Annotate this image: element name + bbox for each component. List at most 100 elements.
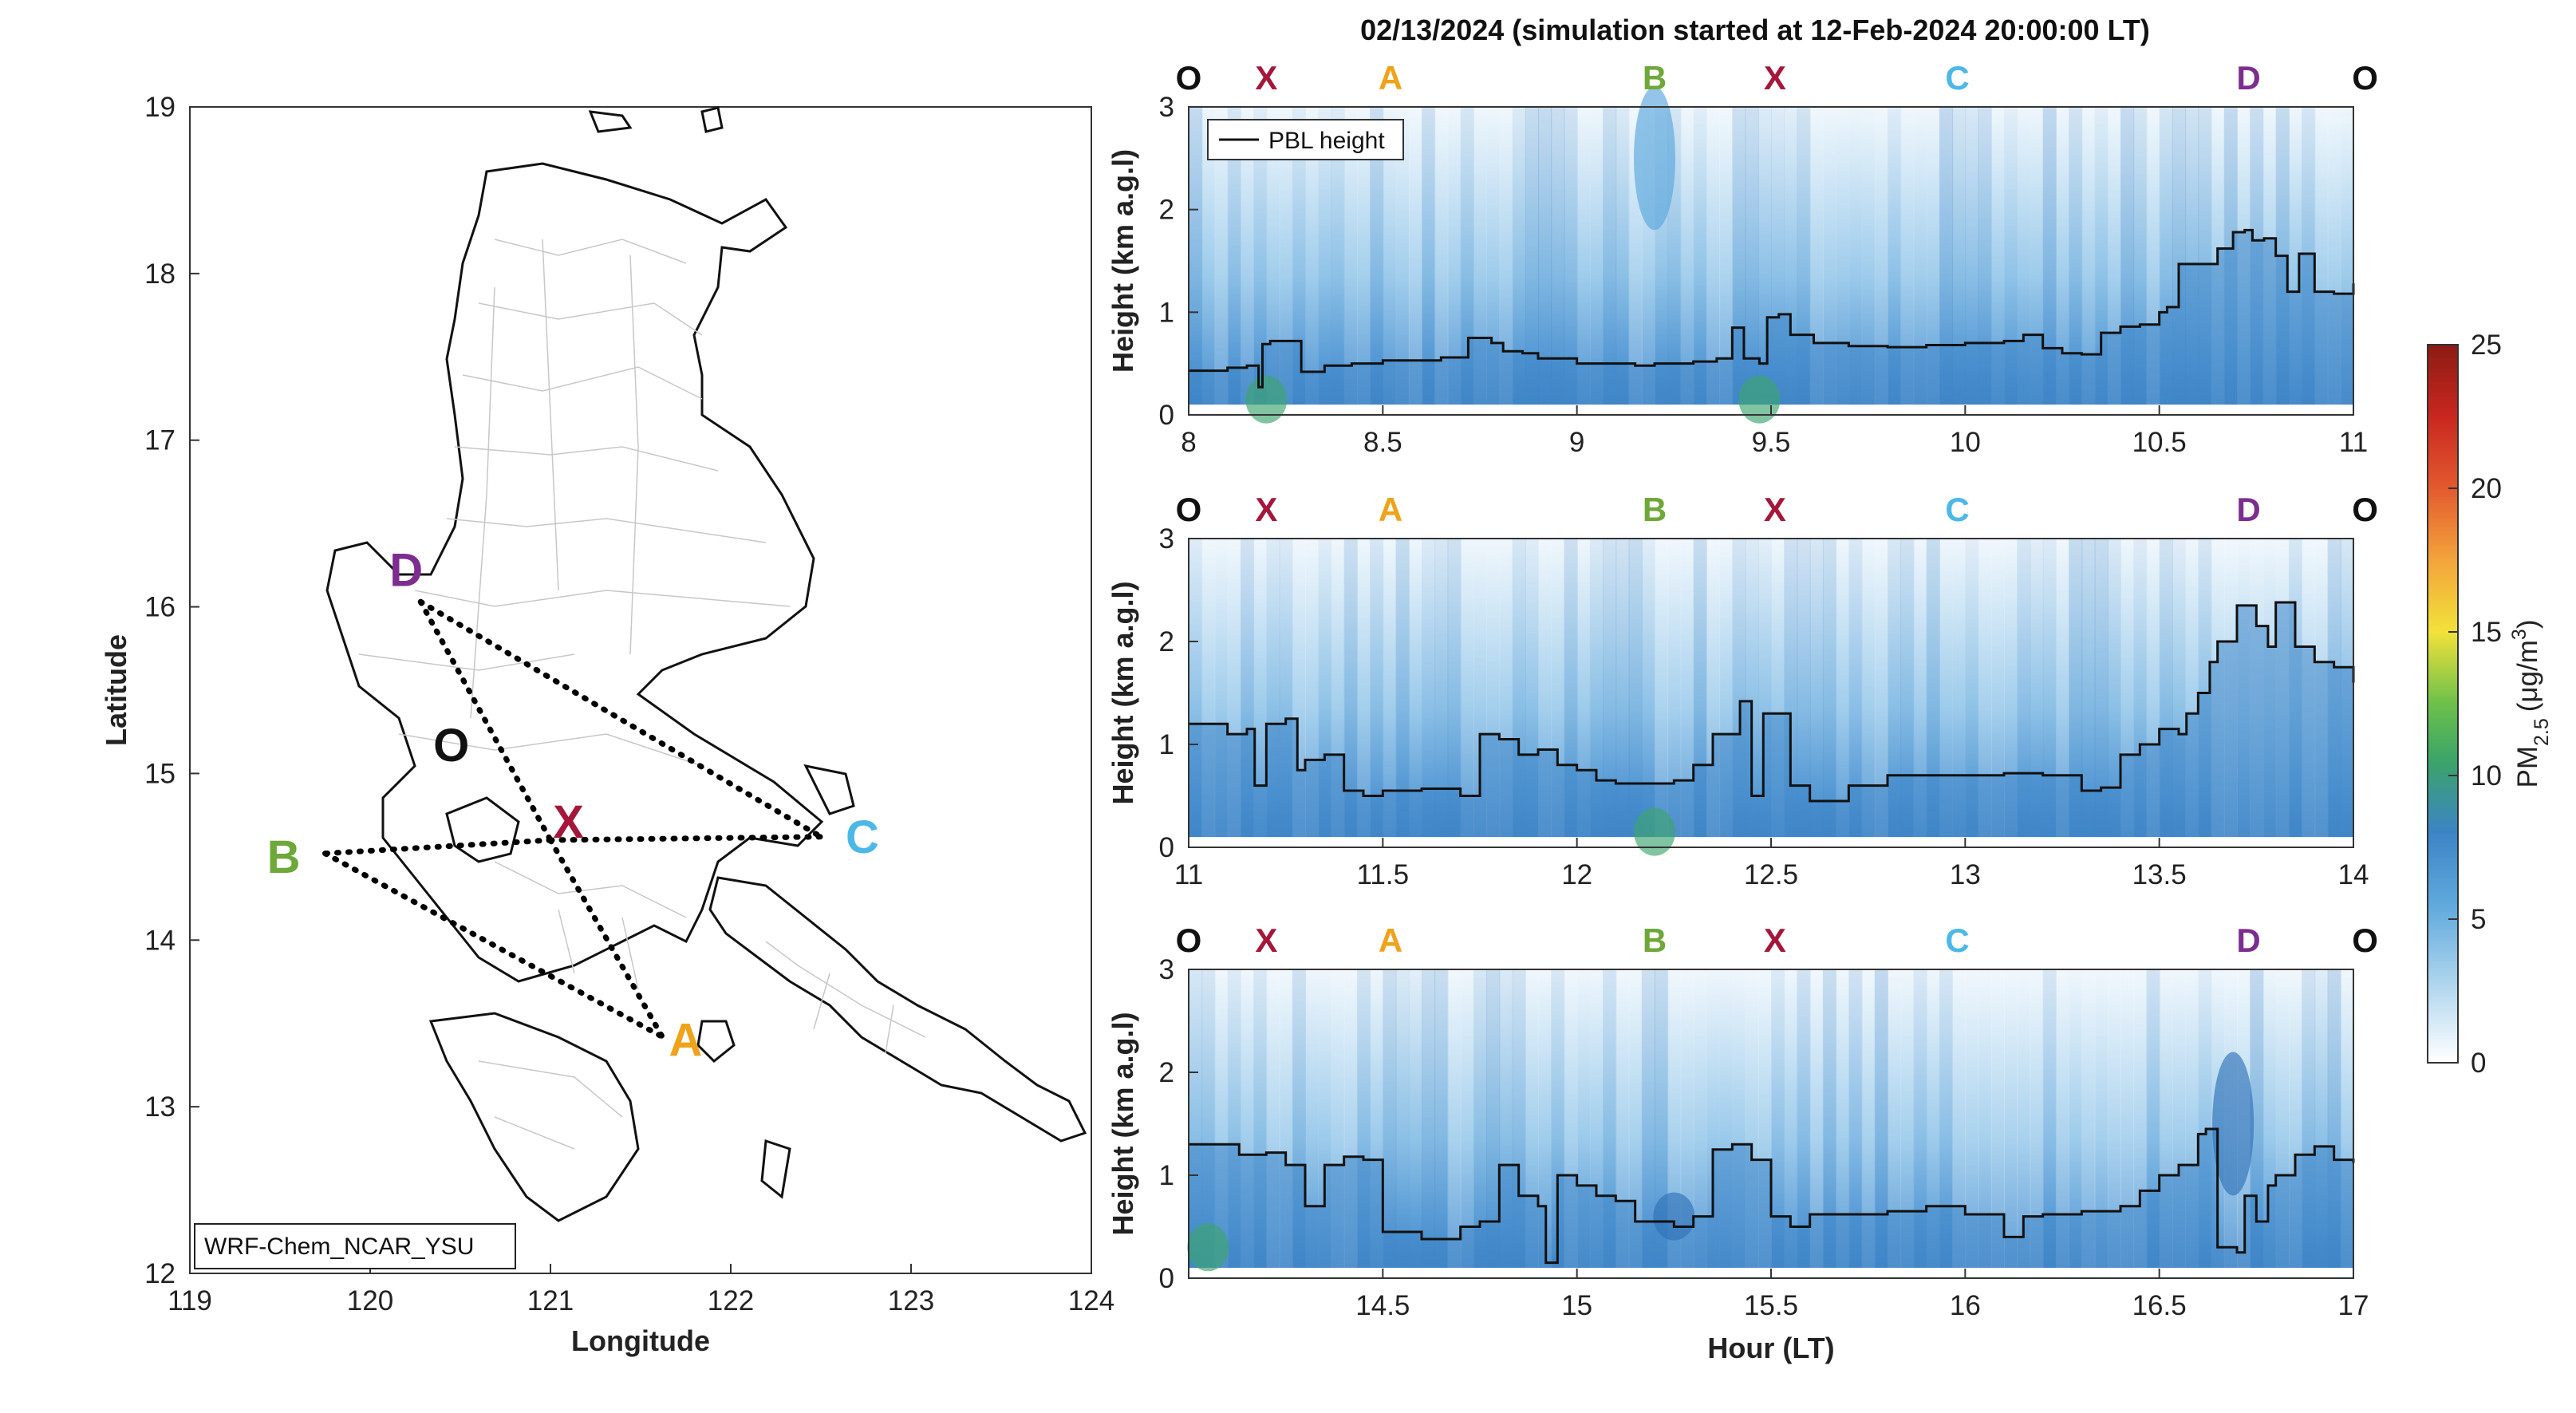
curtain-stripe xyxy=(1589,107,1604,415)
curtain-stripe xyxy=(1343,107,1358,415)
waypoint-label-D: D xyxy=(2236,59,2260,97)
curtain-ytick-label: 1 xyxy=(1159,1160,1174,1191)
curtain-stripe xyxy=(1693,969,1707,1278)
curtain-stripe xyxy=(1615,107,1630,415)
curtain-stripe xyxy=(1952,969,1967,1278)
waypoint-label-O: O xyxy=(1176,59,1202,97)
map-ytick-label: 13 xyxy=(144,1091,176,1123)
curtain-stripe xyxy=(1279,107,1293,415)
curtain-stripe xyxy=(2004,107,2018,415)
curtain-stripe xyxy=(1900,107,1915,415)
curtain-stripe xyxy=(1408,969,1422,1278)
curtain-stripe xyxy=(1926,107,1940,415)
waypoint-label-A: A xyxy=(1379,491,1402,528)
map-waypoint-A: A xyxy=(669,1015,703,1067)
curtain-stripe xyxy=(1990,539,2005,847)
curtain-stripe xyxy=(1667,539,1682,847)
map-xtick-label: 121 xyxy=(527,1285,574,1316)
curtain-stripe xyxy=(1952,107,1967,415)
curtain-stripe xyxy=(1499,107,1513,415)
waypoint-label-A: A xyxy=(1379,922,1402,959)
flight-leg-B-A xyxy=(322,851,665,1040)
curtain-ytick-label: 2 xyxy=(1159,195,1174,226)
map-ytick-label: 17 xyxy=(144,425,176,456)
curtain-stripe xyxy=(1383,969,1397,1278)
curtain-stripe xyxy=(1978,539,1992,847)
curtain-stripe xyxy=(1356,539,1371,847)
pm25-hotspot xyxy=(1187,1223,1229,1272)
curtain-stripe xyxy=(1460,539,1474,847)
curtain-stripe xyxy=(1564,107,1578,415)
curtain-stripe xyxy=(1809,969,1824,1278)
colorbar-label-units: (μg/m xyxy=(2512,640,2543,712)
pbl-height-line xyxy=(1189,228,2355,389)
curtain-stripe xyxy=(1395,969,1410,1278)
curtain-stripe xyxy=(1693,107,1707,415)
curtain-stripe xyxy=(2042,107,2057,415)
flight-leg-D-X xyxy=(417,598,554,843)
curtain-stripe xyxy=(1538,107,1552,415)
curtain-stripe xyxy=(1240,107,1255,415)
curtain-ytick-label: 0 xyxy=(1159,400,1174,431)
curtain-ytick-label: 0 xyxy=(1159,1263,1174,1294)
curtain-stripe xyxy=(1408,107,1422,415)
curtain-stripe xyxy=(2069,969,2083,1278)
curtain-ytick-label: 3 xyxy=(1159,954,1174,985)
curtain-stripe xyxy=(1861,969,1876,1278)
waypoint-label-C: C xyxy=(1945,491,1969,528)
waypoint-label-X: X xyxy=(1764,59,1786,97)
map-xtick-label: 123 xyxy=(888,1285,934,1316)
curtain-stripe xyxy=(1395,107,1410,415)
curtain-stripe xyxy=(1576,107,1591,415)
curtain-stripe xyxy=(1486,969,1501,1278)
curtain-stripe xyxy=(1913,969,1927,1278)
curtain-stripe xyxy=(1331,107,1345,415)
curtain-stripe xyxy=(1888,107,1902,415)
map-ytick-label: 16 xyxy=(144,592,176,623)
curtain-stripe xyxy=(2107,969,2121,1278)
curtain-stripe xyxy=(1434,107,1449,415)
curtain-stripe xyxy=(2107,539,2121,847)
curtain-stripe xyxy=(1926,969,1940,1278)
map-y-ticks: 12 13 14 15 16 17 18 19 xyxy=(144,92,199,1289)
flight-leg-X-B xyxy=(322,837,554,857)
curtain-stripe xyxy=(2030,969,2044,1278)
waypoint-label-O: O xyxy=(2352,491,2378,528)
colorbar-label-close: ) xyxy=(2512,620,2543,630)
map-xlabel: Longitude xyxy=(571,1324,710,1357)
pm25-hotspot xyxy=(2212,1052,2254,1196)
curtain-stripe xyxy=(1926,539,1940,847)
curtain-stripe xyxy=(1227,107,1241,415)
curtain-stripe xyxy=(2069,539,2083,847)
colorbar-tick-label: 15 xyxy=(2471,617,2502,648)
curtain-stripe xyxy=(1447,107,1462,415)
curtain-stripe xyxy=(1214,107,1229,415)
colorbar-ticks: 0 5 10 15 20 25 xyxy=(2448,330,2502,1079)
curtain-xtick-label: 16.5 xyxy=(2132,1290,2187,1321)
curtain-stripe xyxy=(2094,539,2109,847)
curtain-stripe xyxy=(1978,107,1992,415)
waypoint-label-D: D xyxy=(2236,491,2260,528)
curtain-xtick-label: 9.5 xyxy=(1752,427,1791,458)
curtain-panel-3: 14.5 15 15.5 16 16.5 17 0 1 2 3 Height (km a.g.l) H… xyxy=(1107,922,2378,1364)
legend-label: PBL height xyxy=(1268,128,1385,154)
curtain-stripe xyxy=(1253,539,1268,847)
curtain-stripe xyxy=(1822,107,1837,415)
waypoint-label-X: X xyxy=(1255,59,1277,97)
curtain-stripe xyxy=(1603,107,1617,415)
curtain-ytick-label: 1 xyxy=(1159,297,1174,328)
curtain-stripe xyxy=(1939,107,1954,415)
map-xtick-label: 122 xyxy=(708,1285,754,1316)
pbl-height-line xyxy=(1189,1127,2355,1265)
curtain-stripe xyxy=(1939,969,1954,1278)
map-x-ticks: 119 120 121 122 123 124 xyxy=(168,1264,1114,1316)
curtain-stripe xyxy=(1266,107,1280,415)
curtain-stripe xyxy=(1343,539,1358,847)
curtain-stripe xyxy=(1680,107,1694,415)
curtain-ytick-label: 2 xyxy=(1159,626,1174,657)
curtain-stripe xyxy=(1434,969,1449,1278)
curtain-stripe xyxy=(1990,969,2005,1278)
curtain-stripe xyxy=(2081,969,2096,1278)
curtain-stripe xyxy=(1447,969,1462,1278)
